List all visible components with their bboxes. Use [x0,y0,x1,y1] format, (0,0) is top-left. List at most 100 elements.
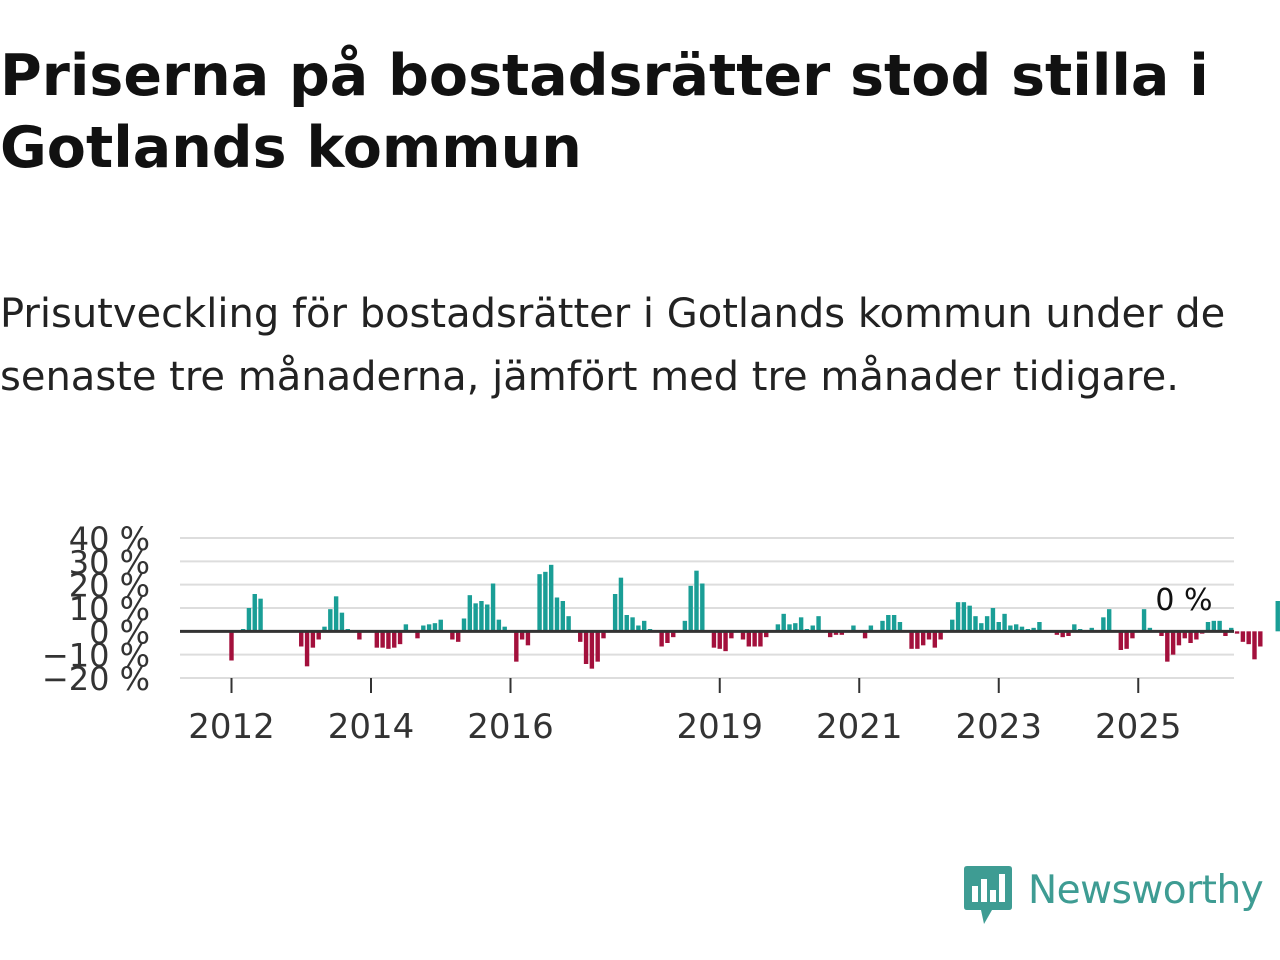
newsworthy-logo-text: Newsworthy [1028,868,1264,913]
bar [304,631,310,667]
bar [229,631,234,661]
x-axis: 2012 2014 2016 2019 2021 2023 2025 [188,678,1182,747]
bar [1054,631,1060,635]
bar [548,564,554,632]
y-tick-label: 30 % [69,543,150,581]
bar [851,625,856,632]
bar [1013,624,1019,632]
bar [1072,624,1077,632]
bar [1089,627,1094,632]
newsworthy-logo: Newsworthy [962,864,1264,926]
bar [310,631,316,648]
bar [688,585,693,632]
bar [793,623,798,632]
bar [764,631,769,638]
bar [740,631,746,640]
chart-gridlines [180,537,1234,679]
bar [1118,631,1124,650]
bar [467,595,473,632]
bar [252,594,257,632]
bar [1130,631,1135,639]
bar [665,631,670,643]
bar [1252,631,1257,660]
bar [1124,631,1129,649]
bar [961,602,967,632]
bar [1060,631,1065,638]
bar [1159,631,1164,636]
x-tick-label: 2016 [467,707,554,747]
bar [1194,631,1199,640]
bar [426,624,432,632]
bar [1037,622,1042,632]
bar [583,631,589,664]
bar [636,625,641,632]
bar [299,631,304,647]
bar [397,631,403,645]
bar [711,631,717,648]
bar [566,616,571,632]
chart-title: Priserna på bostadsrätter stod stilla i … [0,43,1209,181]
bar [880,620,885,632]
bar [316,631,321,640]
y-tick-label: 40 % [69,520,150,558]
y-tick-label: −10 % [42,637,150,675]
bar [1147,627,1153,632]
bar [694,570,699,632]
bar [1002,613,1007,632]
bar [455,631,461,642]
bar [920,631,926,646]
chart-subtitle: Prisutveckling för bostadsrätter i Gotla… [0,291,1226,400]
bar [682,620,688,632]
chart-bars [180,564,1280,669]
bar [514,631,519,662]
bar [537,574,542,632]
bar [461,618,467,632]
bar [659,631,664,647]
x-tick-label: 2014 [328,707,415,747]
bar [746,631,752,647]
bar [612,594,618,632]
y-tick-label: 10 % [69,590,150,628]
bar [386,631,391,649]
bar [380,631,385,648]
bar [752,631,757,647]
bar [816,616,821,632]
bar [392,631,397,648]
bar [1176,631,1182,646]
newsworthy-logo-icon [964,866,1012,924]
bar [915,631,920,649]
bar [1106,609,1112,632]
bar [415,631,420,639]
bar [543,571,548,632]
bar [333,596,339,632]
bar [246,608,252,632]
bar [938,631,943,640]
bar [624,615,629,632]
bar [374,631,380,648]
bar [421,625,426,632]
bar [1031,627,1036,632]
y-axis-labels: 40 %30 %20 %10 %0 %−10 %−20 % [42,520,150,698]
bar [450,631,455,640]
bar [357,631,362,640]
y-tick-label: 0 % [89,613,150,651]
bar [479,601,484,632]
bar [1008,625,1013,632]
bar [798,617,804,632]
bar [1188,631,1193,643]
bar [1275,601,1280,632]
bar [601,631,606,639]
bar [781,613,786,632]
bar [1141,609,1147,632]
bar [909,631,914,649]
x-tick-label: 2019 [676,707,763,747]
bar [1258,631,1263,647]
bar [758,631,763,647]
bar [984,616,990,632]
bar [258,598,263,632]
bar [996,622,1001,632]
bar [1217,620,1222,632]
bar [973,616,978,632]
bar [560,601,566,632]
bar [630,617,635,632]
